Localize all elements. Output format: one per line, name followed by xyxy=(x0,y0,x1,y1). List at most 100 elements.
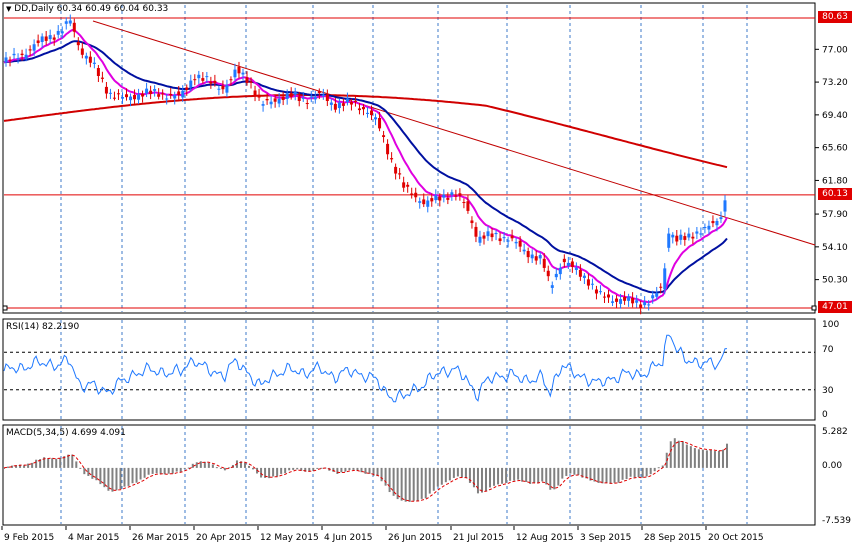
macd-bar xyxy=(332,467,335,472)
time-label: 3 Sep 2015 xyxy=(580,533,631,543)
macd-bar xyxy=(340,467,343,473)
candle-body xyxy=(185,87,189,90)
candle-body xyxy=(177,91,181,96)
candle-body xyxy=(169,93,173,96)
time-label: 21 Jul 2015 xyxy=(453,533,504,543)
macd-bar xyxy=(99,467,102,485)
candle-body xyxy=(554,273,558,278)
candle-body xyxy=(265,98,269,101)
macd-bar xyxy=(717,450,720,468)
candle-body xyxy=(691,236,695,239)
macd-bar xyxy=(468,467,471,483)
candle-body xyxy=(526,251,530,258)
candle-body xyxy=(498,238,502,242)
macd-bar xyxy=(420,467,423,499)
candle-body xyxy=(699,233,703,235)
price-label: 61.80 xyxy=(822,176,848,186)
macd-bar xyxy=(472,467,475,488)
candle-body xyxy=(221,85,225,90)
rsi-panel-frame xyxy=(2,318,816,421)
candlesticks xyxy=(4,14,727,315)
macd-signal-line xyxy=(3,441,728,502)
macd-bar xyxy=(308,467,311,472)
macd-bar xyxy=(521,467,524,482)
candle-body xyxy=(88,56,92,63)
macd-bar xyxy=(476,467,479,494)
candle-body xyxy=(394,166,398,174)
macd-bar xyxy=(191,463,194,468)
macd-bar xyxy=(517,467,520,480)
candle-body xyxy=(48,35,52,40)
macd-bar xyxy=(304,467,307,472)
price-axis: 77.00 73.20 69.40 65.60 61.80 57.90 54.10 50.30 xyxy=(815,45,848,286)
macd-bar xyxy=(280,467,283,474)
candle-body xyxy=(289,93,293,97)
candle-body xyxy=(32,44,36,51)
macd-bar xyxy=(312,467,315,471)
macd-bar xyxy=(51,458,54,468)
candle-body xyxy=(631,297,635,304)
candle-body xyxy=(386,143,390,155)
macd-bar xyxy=(211,464,214,468)
candle-body xyxy=(56,30,60,35)
candle-body xyxy=(209,81,213,84)
macd-bar xyxy=(585,467,588,479)
price-label: 73.20 xyxy=(822,78,848,88)
candle-body xyxy=(84,55,88,59)
macd-bar xyxy=(296,467,299,470)
level-handle xyxy=(2,305,8,311)
time-label: 4 Jun 2015 xyxy=(324,533,372,543)
candle-body xyxy=(229,79,233,81)
candle-body xyxy=(406,184,410,187)
candle-body xyxy=(285,93,289,99)
macd-bar xyxy=(199,461,202,468)
candle-body xyxy=(370,110,374,116)
macd-bar xyxy=(320,467,323,469)
macd-bar xyxy=(489,467,492,488)
candle-body xyxy=(72,22,76,32)
candle-body xyxy=(297,96,301,101)
price-panel-frame xyxy=(2,2,816,314)
candle-body xyxy=(173,94,177,99)
candle-body xyxy=(345,98,349,103)
macd-bar xyxy=(396,467,399,500)
macd-bar xyxy=(75,461,78,468)
macd-bar xyxy=(23,465,26,468)
moving-averages xyxy=(3,28,728,304)
candle-body xyxy=(357,108,361,111)
macd-level-top: 5.282 xyxy=(822,427,848,437)
candle-body xyxy=(382,135,386,138)
candle-body xyxy=(683,236,687,240)
candle-body xyxy=(502,237,506,239)
level-handle xyxy=(811,305,817,311)
macd-bar xyxy=(509,467,512,481)
price-tag-current: 60.13 xyxy=(818,188,852,200)
macd-bar xyxy=(59,458,62,468)
macd-bar xyxy=(597,467,600,483)
macd-bar xyxy=(609,467,612,484)
time-label: 26 Mar 2015 xyxy=(132,533,189,543)
candle-body xyxy=(125,94,129,98)
collapse-triangle-icon[interactable]: ▼ xyxy=(6,5,12,13)
macd-bar xyxy=(27,463,30,468)
symbol-label: DD,Daily xyxy=(14,4,54,14)
macd-bar xyxy=(284,467,287,474)
macd-bar xyxy=(155,467,158,474)
candle-body xyxy=(80,48,84,55)
macd-bar xyxy=(613,467,616,483)
candle-body xyxy=(402,182,406,188)
candle-body xyxy=(44,36,48,41)
candle-body xyxy=(4,57,8,63)
macd-bar xyxy=(621,467,624,480)
candle-body xyxy=(157,94,161,97)
macd-bar xyxy=(400,467,403,501)
macd-bar xyxy=(260,467,263,478)
candle-body xyxy=(8,59,12,61)
candle-body xyxy=(141,93,145,97)
macd-bar xyxy=(356,467,359,472)
macd-bar xyxy=(219,467,222,469)
macd-bar xyxy=(47,458,50,468)
candle-body xyxy=(366,112,370,114)
macd-bar xyxy=(653,467,656,472)
